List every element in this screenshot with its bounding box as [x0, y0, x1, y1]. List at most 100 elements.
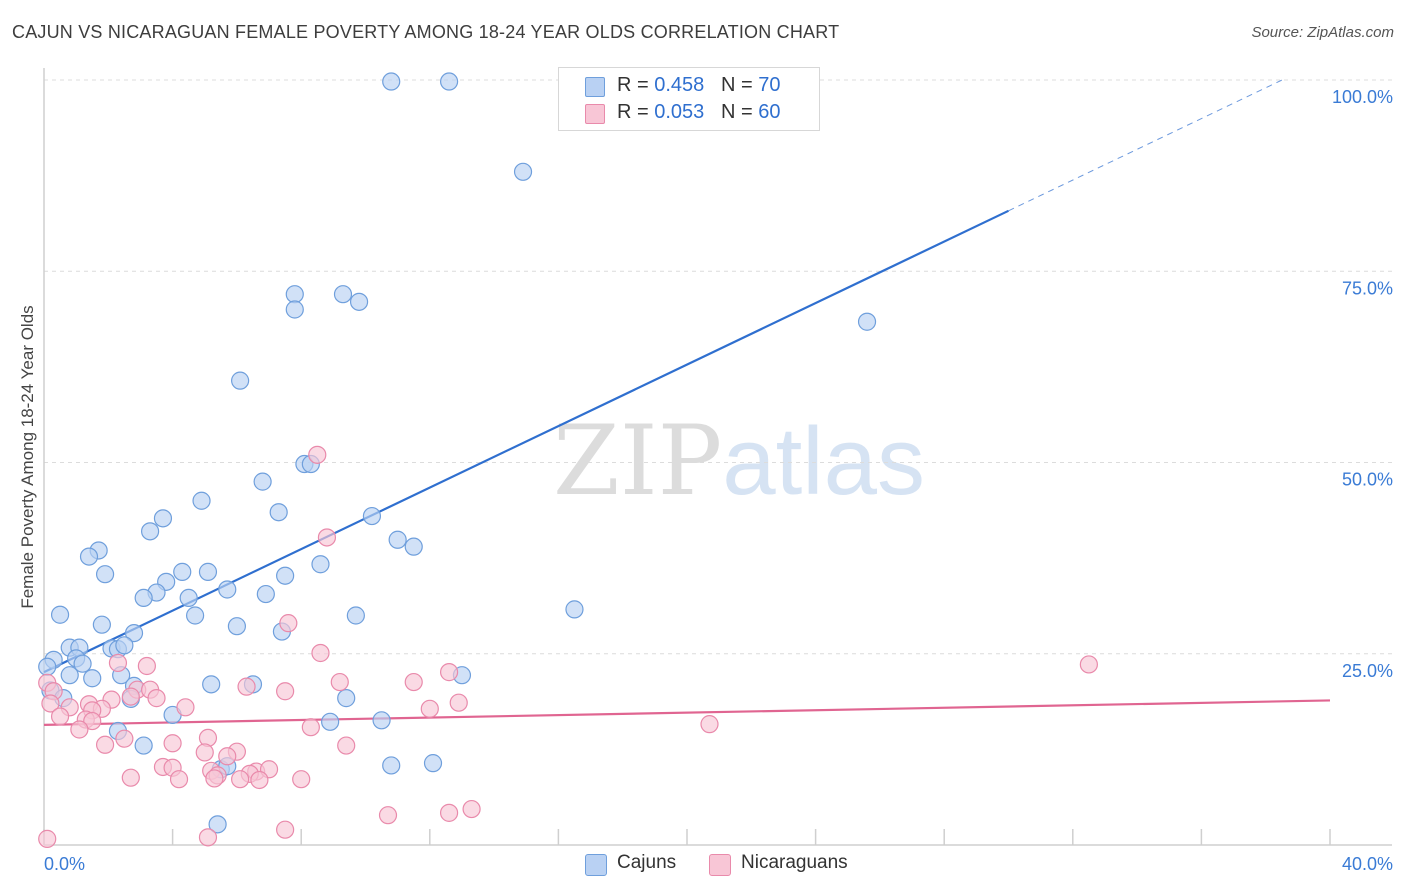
nicaraguan-point — [83, 711, 102, 731]
axes — [43, 68, 1392, 846]
nicaraguan-point — [163, 734, 182, 753]
nicaraguan-point — [404, 672, 423, 692]
cajun-point — [124, 623, 144, 643]
cajun-point — [134, 588, 153, 608]
cajun-point — [198, 562, 218, 581]
tick-labels: 25.0% 50.0% 75.0% 100.0% 0.0% 40.0% — [44, 87, 1393, 874]
cajun-point — [231, 371, 250, 390]
nicaraguan-point — [121, 768, 140, 787]
cajun-trend-extension — [1008, 79, 1282, 212]
nicaraguan-trend-line — [43, 699, 1331, 726]
cajun-point — [186, 606, 205, 625]
legend-n-label: N = — [720, 101, 759, 123]
nicaraguan-point — [38, 829, 57, 848]
chart-title: CAJUN VS NICARAGUAN FEMALE POVERTY AMONG… — [12, 22, 840, 42]
nicaraguan-point — [41, 694, 60, 713]
legend-r-label: R = — [617, 74, 655, 96]
nicaraguan-point — [462, 799, 481, 819]
cajun-point — [92, 615, 111, 634]
cajun-point — [362, 506, 382, 526]
cajun-point — [439, 72, 459, 91]
cajun-point — [208, 815, 227, 834]
cajun-point — [382, 756, 401, 775]
grid-lines — [44, 79, 1392, 655]
legend-r-value: 0.458 — [654, 74, 705, 96]
legend-label-cajuns: Cajuns — [617, 852, 677, 873]
cajun-point — [346, 606, 365, 625]
cajun-point — [349, 292, 369, 311]
cajun-point — [38, 657, 57, 676]
cajun-point — [60, 666, 79, 685]
watermark: ZIPatlas — [553, 405, 925, 517]
cajun-point — [192, 491, 211, 510]
cajun-swatch — [585, 77, 605, 97]
nicaraguan-point — [378, 806, 398, 825]
cajun-point — [173, 562, 192, 581]
nicaraguan-point — [311, 643, 330, 663]
cajun-point — [79, 547, 99, 566]
nicaraguan-point — [95, 735, 115, 754]
y-tick-label: 75.0% — [1342, 278, 1393, 298]
cajun-point — [73, 654, 92, 673]
cajun-point — [285, 300, 304, 319]
nicaraguan-point — [439, 663, 459, 682]
cajun-point — [95, 565, 115, 584]
cajun-point — [202, 675, 221, 694]
nicaraguan-point — [1079, 655, 1098, 674]
cajun-point — [382, 72, 401, 91]
nicaraguan-point — [276, 682, 295, 701]
cajun-point — [256, 584, 275, 604]
nicaraguan-point — [292, 770, 311, 789]
nicaraguan-point — [169, 770, 189, 789]
legend-r-value: 0.053 — [654, 101, 705, 123]
trend-lines — [43, 79, 1331, 726]
nicaraguan-point — [121, 687, 140, 706]
nicaraguan-point — [198, 828, 218, 847]
cajun-point — [140, 522, 160, 541]
nicaraguan-point — [231, 770, 250, 789]
cajun-point — [565, 600, 584, 619]
cajun-point — [50, 605, 70, 624]
y-tick-label: 50.0% — [1342, 470, 1393, 490]
stats-legend: R = 0.458 N = 70 R = 0.053 N = 60 — [558, 67, 820, 131]
nicaraguan-point — [250, 770, 269, 790]
nicaraguan-point — [317, 528, 337, 547]
data-points — [38, 72, 1098, 848]
cajun-point — [321, 712, 340, 731]
nicaraguan-point — [700, 715, 719, 734]
nicaraguan-point — [420, 699, 439, 718]
cajun-point — [153, 509, 173, 528]
cajun-point — [253, 472, 272, 491]
cajun-point — [423, 754, 443, 773]
legend-n-value: 70 — [758, 74, 781, 96]
nicaraguans-swatch — [709, 854, 731, 876]
source-credit: Source: ZipAtlas.com — [1251, 24, 1394, 41]
nicaraguan-point — [205, 769, 224, 788]
cajun-point — [179, 588, 198, 608]
cajun-point — [337, 689, 356, 708]
cajun-point — [404, 537, 423, 556]
cajun-point — [513, 162, 533, 181]
nicaraguan-point — [176, 698, 195, 717]
nicaraguan-point — [276, 820, 295, 839]
cajun-point — [115, 636, 134, 655]
nicaraguan-point — [337, 736, 356, 755]
nicaraguan-swatch — [585, 104, 605, 124]
watermark-atlas: atlas — [722, 408, 925, 515]
cajun-trend-line — [43, 209, 1009, 674]
cajun-point — [276, 566, 295, 585]
nicaraguan-point — [137, 656, 156, 676]
nicaraguan-point — [50, 707, 70, 726]
cajun-point — [857, 312, 877, 331]
nicaraguan-point — [330, 672, 349, 692]
nicaraguan-point — [147, 689, 166, 708]
nicaraguan-point — [449, 693, 468, 712]
cajun-point — [333, 285, 353, 304]
y-tick-label: 25.0% — [1342, 661, 1393, 681]
legend-n-label: N = — [720, 74, 759, 96]
cajun-point — [227, 617, 246, 636]
nicaraguan-point — [308, 445, 327, 464]
nicaraguan-point — [195, 743, 214, 762]
nicaraguan-point — [237, 677, 256, 696]
